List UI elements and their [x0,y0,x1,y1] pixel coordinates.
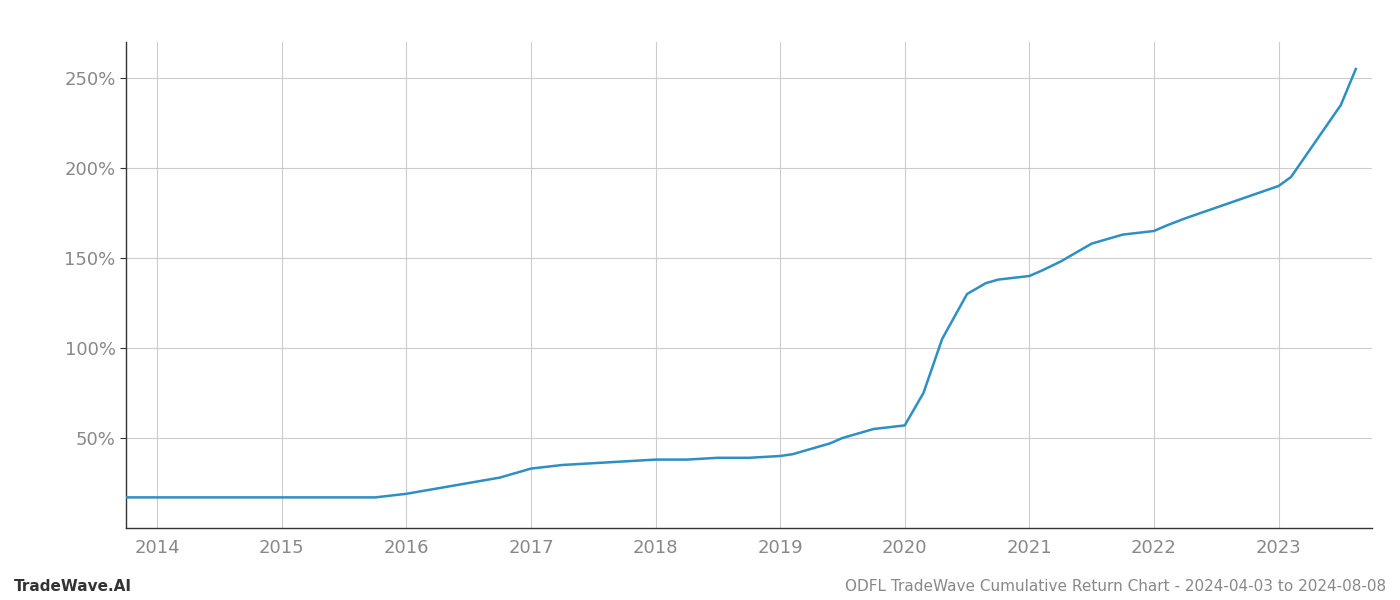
Text: TradeWave.AI: TradeWave.AI [14,579,132,594]
Text: ODFL TradeWave Cumulative Return Chart - 2024-04-03 to 2024-08-08: ODFL TradeWave Cumulative Return Chart -… [844,579,1386,594]
